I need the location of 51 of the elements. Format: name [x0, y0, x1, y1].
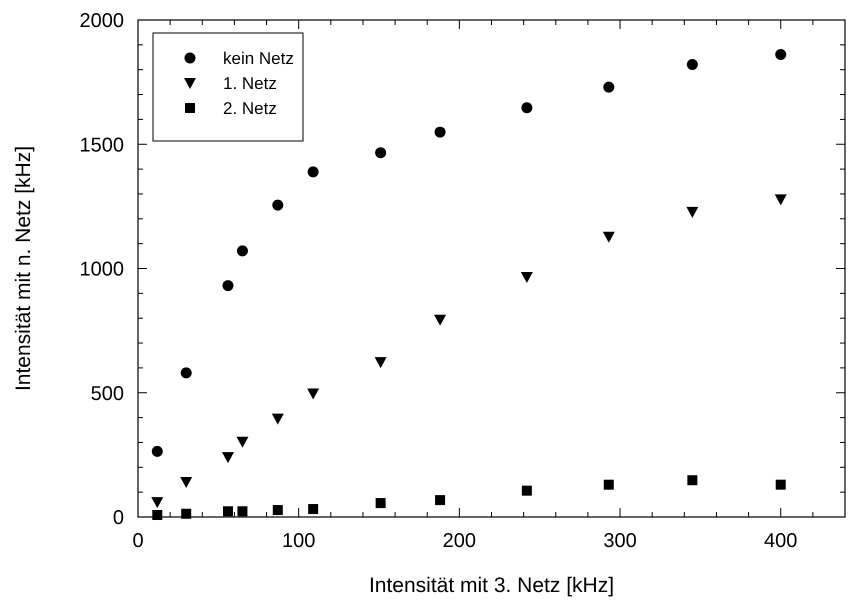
point — [272, 505, 283, 516]
point — [686, 58, 698, 70]
point — [604, 480, 614, 490]
x-tick-label: 100 — [282, 530, 316, 552]
point — [434, 314, 446, 326]
x-tick-label: 400 — [764, 530, 798, 552]
x-tick-label: 200 — [442, 530, 476, 552]
point — [222, 506, 233, 516]
point — [687, 475, 698, 486]
point — [521, 102, 532, 114]
x-axis-title: Intensität mit 3. Netz [kHz] — [368, 574, 614, 597]
y-tick-label: 0 — [112, 507, 124, 529]
point — [308, 166, 319, 178]
point — [307, 388, 320, 400]
point — [222, 452, 234, 464]
point — [522, 486, 532, 496]
point — [237, 506, 248, 516]
legend-label: kein Netz — [223, 48, 294, 68]
point — [236, 436, 248, 448]
point — [272, 200, 284, 211]
point — [308, 504, 318, 514]
x-tick-label: 0 — [132, 530, 144, 552]
point — [272, 414, 284, 425]
point — [151, 497, 164, 508]
y-axis-title: Intensität mit n. Netz [kHz] — [12, 146, 35, 392]
point — [520, 272, 533, 283]
point — [603, 82, 614, 93]
y-tick-label: 1000 — [80, 258, 124, 280]
point — [222, 280, 234, 292]
point — [434, 126, 446, 138]
legend-label: 2. Netz — [223, 98, 277, 118]
point — [181, 508, 192, 519]
point — [774, 194, 787, 206]
point — [775, 49, 786, 60]
point — [375, 147, 386, 158]
point — [376, 498, 386, 508]
y-tick-label: 2000 — [80, 10, 124, 32]
point — [152, 510, 162, 520]
point — [180, 367, 192, 378]
y-tick-label: 1500 — [80, 134, 124, 156]
point — [776, 480, 786, 490]
point — [686, 206, 698, 218]
point — [236, 245, 248, 256]
y-tick-label: 500 — [90, 382, 124, 405]
point — [180, 476, 192, 488]
point — [374, 357, 387, 368]
x-tick-label: 300 — [603, 530, 637, 552]
point — [602, 232, 615, 243]
point — [435, 495, 446, 506]
point — [152, 446, 163, 457]
legend-label: 1. Netz — [223, 74, 277, 93]
